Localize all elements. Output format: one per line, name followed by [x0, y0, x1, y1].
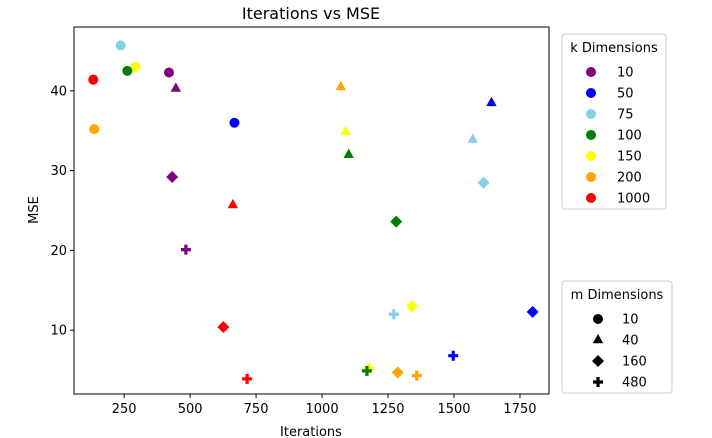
data-point: [229, 117, 240, 128]
legend-k-box: [561, 33, 667, 210]
chart-title: Iterations vs MSE: [242, 4, 380, 23]
legend-k-label: 150: [617, 150, 642, 165]
legend-m-label: 160: [622, 355, 647, 370]
legend-m-swatch: [592, 355, 604, 367]
x-tick-label: 1750: [503, 402, 536, 417]
legend-k-swatch: [586, 193, 596, 203]
x-axis: 250 500 750 1000 1250 1500 1750: [112, 394, 537, 417]
data-point: [170, 82, 182, 92]
data-point: [166, 170, 179, 183]
data-point: [406, 300, 419, 313]
plot-area: 250 500 750 1000 1250 1500 1750 10 20 30 40: [50, 26, 550, 417]
legend-m-label: 480: [622, 376, 647, 391]
x-tick-label: 1250: [371, 402, 404, 417]
data-point: [180, 244, 191, 255]
data-point: [526, 305, 539, 318]
data-point: [335, 80, 347, 91]
data-point: [227, 198, 239, 209]
data-point: [242, 373, 253, 384]
legend-k-label: 50: [617, 87, 634, 102]
x-axis-title: Iterations: [280, 425, 342, 438]
y-axis-title: MSE: [27, 196, 42, 224]
data-point: [122, 65, 133, 76]
data-point: [391, 366, 404, 379]
y-tick-label: 40: [50, 84, 67, 99]
legend-m-swatch: [592, 334, 604, 344]
y-tick-label: 10: [50, 324, 67, 339]
legend-k-label: 75: [617, 108, 634, 123]
legend-k-label: 1000: [617, 192, 650, 207]
legend-k-swatch: [586, 172, 596, 182]
data-point: [164, 67, 174, 78]
legend-m-dimensions: m Dimensions 10 40 160 480: [561, 280, 673, 394]
data-point: [89, 124, 100, 135]
data-point: [486, 96, 497, 107]
legend-m-swatch: [593, 314, 603, 324]
legend-m-box: [561, 280, 673, 394]
legend-m-swatch: [593, 377, 603, 387]
data-point: [340, 125, 351, 135]
legend-k-swatch: [586, 130, 596, 140]
x-tick-label: 1500: [437, 402, 470, 417]
legend-k-swatch: [586, 151, 596, 161]
data-point: [388, 309, 399, 320]
y-axis: 10 20 30 40: [50, 84, 74, 339]
data-point: [364, 363, 375, 374]
legend-m-title: m Dimensions: [571, 288, 664, 303]
legend-k-swatch: [586, 109, 596, 119]
data-point: [477, 176, 490, 189]
data-point: [88, 74, 99, 85]
legend-k-label: 200: [617, 171, 642, 186]
x-tick-label: 500: [178, 402, 203, 417]
legend-k-label: 100: [617, 129, 642, 144]
legend-k-swatch: [586, 67, 596, 77]
data-point: [130, 61, 141, 72]
plot-frame: [73, 26, 550, 395]
legend-k-label: 10: [617, 66, 634, 81]
data-point: [343, 148, 354, 158]
data-point: [217, 320, 230, 333]
x-tick-label: 750: [244, 402, 269, 417]
y-tick-label: 30: [50, 164, 67, 179]
legend-k-title: k Dimensions: [570, 41, 658, 56]
data-point: [361, 365, 372, 376]
legend-k-dimensions: k Dimensions 10 50 75 100 150 200 1000: [561, 33, 667, 210]
data-point: [115, 40, 126, 51]
data-point: [448, 350, 459, 361]
x-tick-label: 1000: [306, 402, 339, 417]
data-point: [411, 370, 422, 381]
legend-k-swatch: [586, 88, 596, 98]
legend-m-label: 40: [622, 334, 639, 349]
data-point: [467, 133, 478, 143]
data-points: [88, 40, 539, 384]
x-tick-label: 250: [112, 402, 137, 417]
y-tick-label: 20: [50, 244, 67, 259]
data-point: [390, 215, 403, 228]
legend-m-label: 10: [622, 313, 639, 328]
